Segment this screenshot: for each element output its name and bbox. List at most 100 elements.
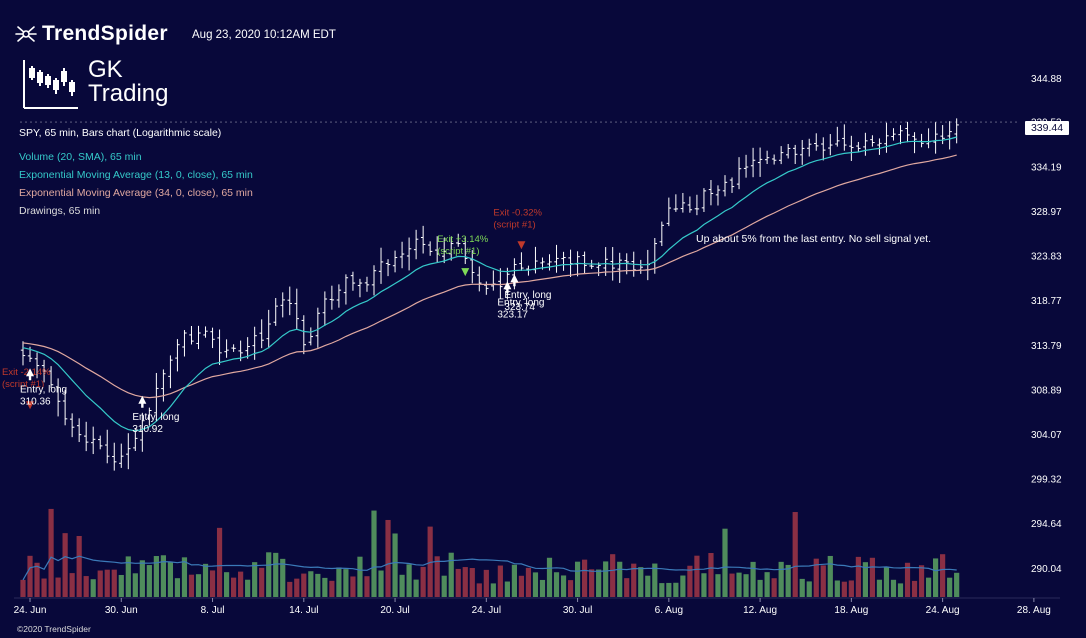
last-price-label: 339.44: [1025, 121, 1069, 135]
volume-bar: [55, 577, 61, 597]
volume-bar: [252, 562, 258, 597]
volume-bar: [301, 573, 307, 597]
volume-bar: [729, 573, 735, 597]
volume-bar: [771, 578, 777, 597]
volume-bar: [750, 561, 756, 597]
volume-bar: [904, 562, 911, 597]
copyright: ©2020 TrendSpider: [17, 624, 91, 634]
volume-bar: [160, 555, 166, 597]
price-bar: [694, 194, 700, 216]
price-bar: [259, 319, 264, 349]
price-bar: [870, 135, 875, 147]
price-bar: [666, 197, 672, 227]
volume-bar: [259, 567, 265, 597]
price-bar: [456, 233, 461, 247]
legend-drawings[interactable]: Drawings, 65 min: [19, 205, 101, 217]
price-bar: [280, 292, 285, 318]
price-bar: [399, 241, 405, 269]
price-bar: [91, 426, 96, 455]
trade-marker[interactable]: Exit -0.32%(script #1): [493, 207, 543, 250]
price-bar: [126, 433, 131, 470]
volume-bar: [34, 562, 40, 597]
price-bar: [413, 229, 419, 260]
volume-bar: [111, 569, 117, 597]
trade-value: 310.36: [20, 396, 51, 407]
volume-bar: [132, 573, 138, 597]
volume-bar: [146, 565, 152, 597]
volume-bar: [947, 577, 953, 597]
volume-bar: [574, 561, 581, 597]
price-bar: [701, 188, 707, 212]
price-bar: [757, 147, 763, 177]
volume-bar: [610, 554, 616, 597]
volume-bar: [589, 569, 595, 597]
volume-bar: [862, 562, 868, 597]
gk-line1: GK: [88, 56, 123, 83]
volume-bar: [631, 563, 637, 597]
trade-label: Entry, long: [132, 412, 179, 423]
volume-bar: [357, 556, 363, 597]
spider-icon: [15, 26, 37, 42]
price-bar: [793, 144, 798, 165]
y-tick-label: 328.97: [1031, 207, 1062, 218]
price-bar: [898, 125, 903, 145]
annotation-text: Up about 5% from the last entry. No sell…: [696, 233, 931, 245]
volume-bar: [202, 563, 209, 597]
volume-bar: [911, 580, 918, 597]
x-tick-label: 8. Jul: [201, 605, 225, 616]
price-bar: [736, 157, 742, 190]
volume-bar: [518, 575, 525, 597]
volume-bar: [280, 558, 286, 597]
volume-bar: [553, 572, 560, 597]
trade-value: 310.92: [132, 424, 163, 435]
x-tick-label: 6. Aug: [655, 605, 683, 616]
price-bar: [856, 141, 861, 153]
legend-title[interactable]: SPY, 65 min, Bars chart (Logarithmic sca…: [19, 127, 222, 139]
ema13-line: [22, 136, 957, 432]
price-bar: [252, 326, 257, 360]
price-bar: [378, 247, 384, 284]
y-tick-label: 313.79: [1031, 341, 1062, 352]
volume-bar: [813, 558, 819, 597]
volume-bar: [231, 577, 237, 597]
price-bar: [168, 355, 173, 389]
price-bar: [41, 359, 47, 383]
volume-bar: [209, 570, 216, 597]
price-bar: [119, 443, 124, 468]
volume-bar: [27, 555, 33, 597]
legend-volume[interactable]: Volume (20, SMA), 65 min: [19, 151, 142, 163]
price-bar: [133, 428, 138, 452]
volume-bar: [20, 579, 26, 597]
volume-bar: [167, 561, 174, 597]
volume-sma: [22, 555, 957, 581]
volume-bar: [273, 552, 279, 597]
volume-bar: [378, 570, 384, 597]
volume-bar: [490, 583, 496, 597]
price-bar: [582, 251, 587, 274]
volume-bar: [406, 564, 412, 597]
volume-bar: [785, 564, 791, 597]
price-bar: [905, 121, 910, 143]
volume-bar: [940, 554, 946, 597]
volume-bar: [497, 565, 503, 597]
legend-ema13[interactable]: Exponential Moving Average (13, 0, close…: [19, 169, 253, 181]
price-bar: [449, 236, 454, 261]
price-bar: [891, 128, 896, 141]
trade-marker[interactable]: Exit -2.14%(script #1): [2, 367, 51, 410]
volume-bar: [90, 579, 96, 597]
price-bar: [919, 133, 924, 148]
price-bar: [778, 146, 784, 165]
legend-ema34[interactable]: Exponential Moving Average (34, 0, close…: [19, 187, 253, 199]
volume-bar: [701, 573, 707, 597]
price-bar: [69, 413, 75, 438]
price-bar: [427, 241, 433, 256]
trade-marker[interactable]: Exit +3.14%(script #1): [437, 234, 489, 277]
price-bar: [912, 132, 917, 154]
price-bar: [34, 352, 40, 379]
price-bar: [76, 418, 82, 443]
